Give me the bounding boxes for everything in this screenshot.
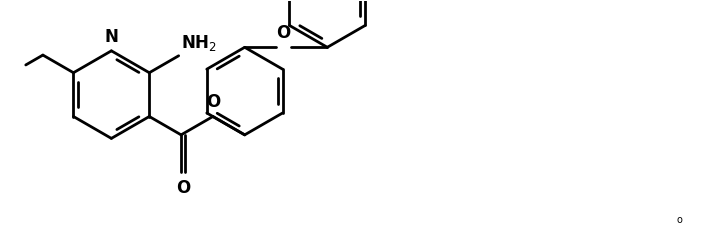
Text: O: O [276,24,290,42]
Text: o: o [677,215,683,225]
Text: O: O [206,93,220,111]
Text: NH$_2$: NH$_2$ [182,33,217,53]
Text: N: N [104,28,119,46]
Text: O: O [176,179,190,197]
